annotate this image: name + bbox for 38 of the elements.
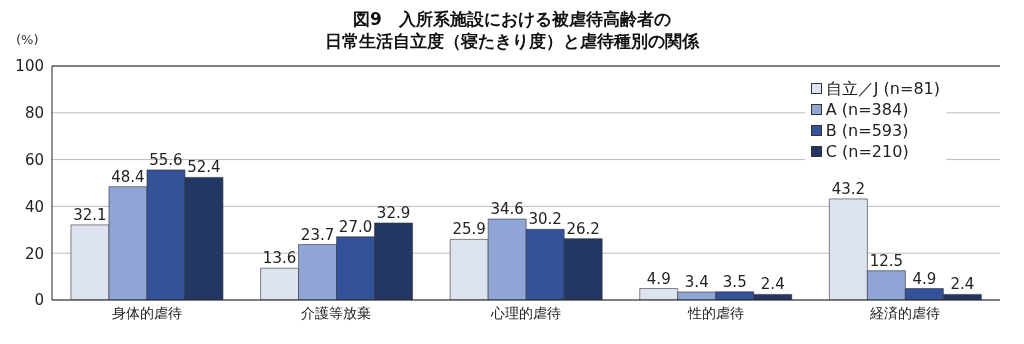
data-label: 13.6 (262, 249, 297, 268)
legend-label: A (n=384) (825, 99, 909, 120)
data-label: 43.2 (831, 179, 866, 198)
data-label: 26.2 (566, 219, 600, 238)
chart-title: 図9 入所系施設における被虐待高齢者の (352, 8, 672, 30)
y-tick-label: 0 (34, 291, 44, 310)
x-tick-label: 心理的虐待 (490, 304, 561, 321)
chart-subtitle: 日常生活自立度（寝たきり度）と虐待種別の関係 (325, 31, 699, 51)
x-tick-label: 経済的虐待 (869, 304, 941, 321)
y-tick-label: 40 (24, 197, 44, 216)
x-tick-label: 介護等放棄 (301, 304, 372, 321)
data-label: 32.1 (73, 205, 107, 224)
data-label: 4.9 (646, 269, 671, 288)
data-label: 12.5 (869, 251, 904, 270)
data-label: 48.4 (111, 167, 145, 186)
y-tick-label: 20 (24, 244, 44, 263)
y-tick-label: 60 (24, 150, 44, 169)
data-label: 23.7 (300, 225, 335, 244)
legend-label: C (n=210) (825, 141, 909, 162)
data-label: 30.2 (528, 210, 562, 229)
data-label: 2.4 (950, 275, 975, 294)
legend-label: 自立／J (n=81) (825, 78, 940, 99)
y-tick-label: 80 (24, 104, 44, 123)
data-label: 34.6 (490, 200, 524, 219)
data-label: 3.4 (684, 273, 709, 292)
legend-label: B (n=593) (825, 120, 909, 141)
data-label: 52.4 (187, 158, 221, 177)
data-label: 25.9 (452, 220, 486, 239)
x-tick-label: 性的虐待 (686, 304, 744, 321)
y-tick-label: 100 (15, 57, 44, 76)
x-tick-label: 身体的虐待 (111, 304, 182, 321)
data-label: 2.4 (760, 275, 785, 294)
data-label: 4.9 (912, 269, 937, 288)
data-label: 3.5 (722, 272, 747, 291)
data-label: 27.0 (338, 217, 373, 236)
data-label: 55.6 (149, 150, 183, 169)
y-axis-title: (%) (16, 32, 39, 47)
data-label: 32.9 (376, 204, 411, 223)
